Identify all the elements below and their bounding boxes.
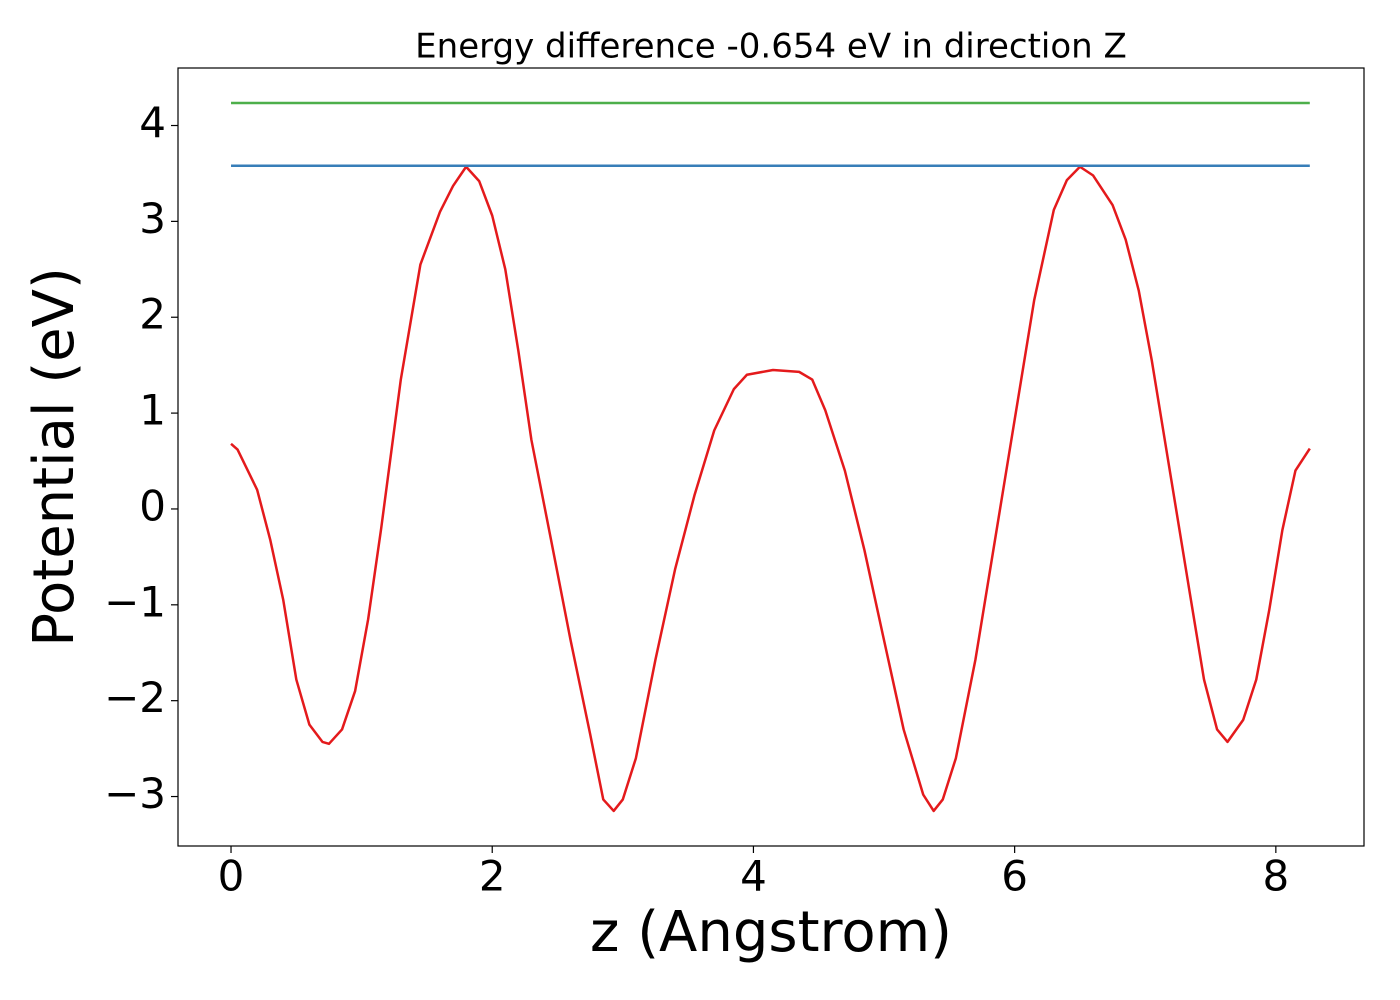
plot-frame xyxy=(177,67,1365,847)
x-tick-label: 0 xyxy=(218,852,245,901)
x-tick-label: 6 xyxy=(1001,852,1028,901)
x-tick-label: 8 xyxy=(1262,852,1289,901)
x-tick-label: 4 xyxy=(740,852,767,901)
chart-title: Energy difference -0.654 eV in direction… xyxy=(415,27,1127,67)
line-series xyxy=(230,165,1311,813)
y-tick-label: 3 xyxy=(139,194,166,243)
y-tick-label: 2 xyxy=(139,290,166,339)
x-tick-label: 2 xyxy=(479,852,506,901)
y-axis-label: Potential (eV) xyxy=(22,267,87,647)
y-tick-label: −1 xyxy=(104,577,166,626)
y-tick-label: 1 xyxy=(139,386,166,435)
y-tick-label: −2 xyxy=(104,673,166,722)
y-tick-label: 0 xyxy=(139,481,166,530)
y-tick-label: 4 xyxy=(139,98,166,147)
x-axis-label: z (Angstrom) xyxy=(590,900,952,965)
y-tick-label: −3 xyxy=(104,769,166,818)
